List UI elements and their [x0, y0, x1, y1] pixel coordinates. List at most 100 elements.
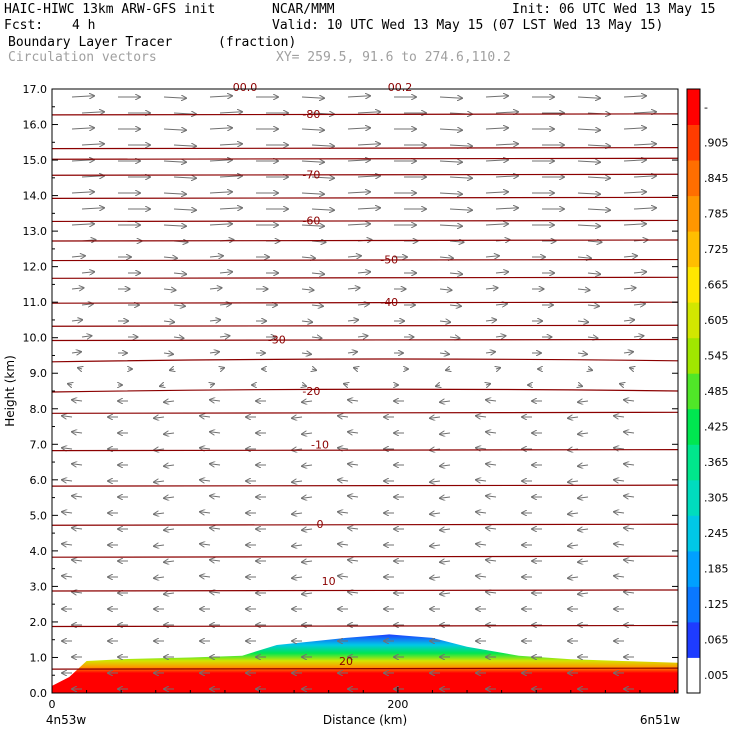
- wind-vector-223: [170, 369, 174, 370]
- y-tick-label-3: 3.0: [30, 580, 48, 593]
- wind-vector-195: [81, 336, 92, 337]
- wind-vector-403: [72, 592, 83, 593]
- wind-vector-230: [496, 368, 500, 369]
- wind-vector-284: [578, 433, 589, 434]
- wind-vector-190: [439, 321, 450, 322]
- wind-vector-229: [446, 369, 450, 370]
- temperature-contour-14: [51, 258, 679, 262]
- field-units: (fraction): [218, 35, 297, 50]
- contour-label-10: 20: [339, 655, 353, 668]
- colorbar-swatch-7: [687, 408, 700, 445]
- wind-vector-292: [338, 448, 349, 449]
- colorbar-swatch-15: [687, 124, 700, 161]
- wind-vector-78: [71, 192, 94, 193]
- wind-vector-181: [633, 304, 645, 305]
- wind-vector-347: [476, 512, 487, 513]
- wind-vector-198: [219, 336, 230, 337]
- temperature-contour-21: [51, 113, 679, 116]
- temperature-contour-18: [51, 173, 679, 176]
- temperature-contour-9: [51, 358, 679, 363]
- wind-vector-15: [173, 113, 196, 114]
- colorbar-label-15: .905: [704, 136, 729, 149]
- wind-vector-359: [440, 529, 451, 530]
- wind-vector-193: [577, 321, 588, 322]
- colorbar-label-8: .485: [704, 385, 729, 398]
- wind-vector-305: [348, 464, 359, 465]
- wind-vector-247: [72, 400, 83, 401]
- wind-vector-349: [568, 513, 579, 514]
- colorbar-swatch-14: [687, 160, 700, 197]
- wind-vector-367: [200, 544, 211, 545]
- wind-vector-165: [485, 288, 498, 289]
- contour-label-0: 0: [317, 518, 324, 531]
- wind-vector-178: [495, 304, 507, 305]
- y-tick-label-10: 10.0: [23, 332, 48, 345]
- wind-vector-73: [449, 177, 472, 178]
- org-label: NCAR/MMM: [272, 2, 335, 17]
- wind-vector-58: [347, 160, 370, 161]
- y-tick-label-14: 14.0: [23, 190, 48, 203]
- wind-vector-310: [578, 465, 589, 466]
- wind-vector-97: [357, 208, 380, 209]
- wind-vector-154: [587, 273, 600, 274]
- wind-vector-302: [210, 464, 221, 465]
- wind-vector-383: [348, 560, 359, 561]
- wind-vector-70: [311, 177, 334, 178]
- wind-vector-156: [71, 288, 84, 289]
- wind-vector-240: [344, 384, 348, 385]
- wind-vector-224: [220, 368, 224, 369]
- wind-vector-237: [210, 384, 214, 385]
- temperature-contour-3: [51, 555, 679, 558]
- contour-label-4: -40: [380, 296, 398, 309]
- wind-vector-304: [302, 465, 313, 466]
- wind-vector-265: [292, 417, 303, 418]
- wind-vector-263: [200, 416, 211, 417]
- wind-vector-242: [436, 385, 440, 386]
- wind-vector-298: [614, 448, 625, 449]
- colorbar-swatch-16: [687, 89, 700, 125]
- top-contour-label-0: 00.0: [233, 81, 258, 94]
- wind-vector-392: [154, 577, 165, 578]
- wind-vector-301: [164, 465, 175, 466]
- wind-vector-84: [347, 192, 370, 193]
- wind-vector-67: [173, 177, 196, 178]
- wind-vector-25: [633, 112, 656, 113]
- wind-vector-136: [347, 256, 361, 257]
- wind-vector-41: [173, 145, 196, 146]
- colorbar-label-2: .125: [704, 598, 729, 611]
- y-tick-label-17: 17.0: [23, 83, 48, 96]
- wind-vector-201: [357, 336, 368, 337]
- wind-vector-152: [495, 272, 508, 273]
- wind-vector-77: [633, 176, 656, 177]
- colorbar-swatch-4: [687, 515, 700, 552]
- wind-vector-344: [338, 512, 349, 513]
- wind-vector-9: [485, 96, 508, 97]
- wind-vector-87: [485, 192, 508, 193]
- wind-vector-63: [577, 161, 600, 162]
- wind-vector-122: [311, 241, 326, 242]
- wind-vector-239: [302, 385, 306, 386]
- wind-vector-253: [348, 400, 359, 401]
- colorbar-swatch-10: [687, 302, 700, 339]
- wind-vector-133: [209, 256, 223, 257]
- wind-vector-194: [623, 320, 634, 321]
- wind-vector-94: [219, 208, 242, 209]
- wind-vector-168: [623, 288, 636, 289]
- wind-vector-327: [164, 497, 175, 498]
- colorbar-swatch-13: [687, 195, 700, 232]
- wind-vector-116: [623, 224, 646, 225]
- wind-vector-252: [302, 401, 313, 402]
- wind-vector-158: [163, 289, 176, 290]
- y-tick-label-5: 5.0: [30, 509, 48, 522]
- wind-vector-102: [587, 209, 610, 210]
- wind-vector-250: [210, 400, 221, 401]
- wind-vector-278: [302, 433, 313, 434]
- wind-vector-216: [439, 353, 449, 354]
- wind-vector-314: [154, 481, 165, 482]
- wind-vector-307: [440, 465, 451, 466]
- wind-vector-234: [68, 384, 72, 385]
- left-endpoint-label: 4n53w: [46, 713, 87, 727]
- wind-vector-354: [210, 528, 221, 529]
- wind-vector-324: [614, 480, 625, 481]
- colorbar-swatch-8: [687, 373, 700, 410]
